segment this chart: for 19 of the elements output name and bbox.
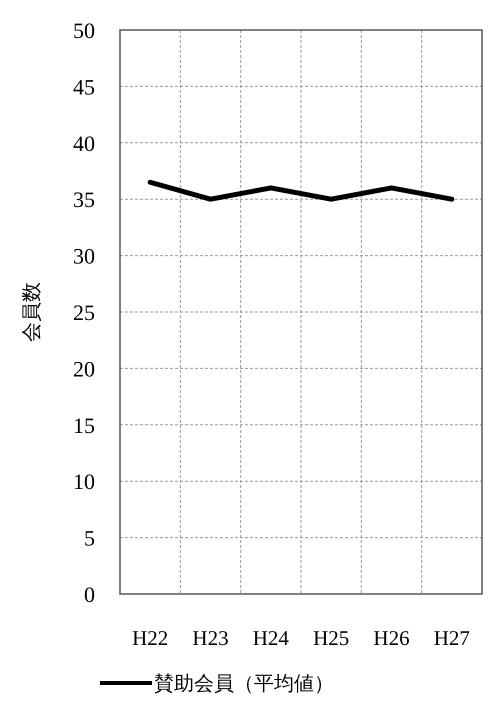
y-tick-label: 25 xyxy=(73,300,95,325)
y-tick-label: 20 xyxy=(73,356,95,382)
x-tick-label: H27 xyxy=(434,626,470,650)
y-tick-label: 10 xyxy=(73,469,95,494)
y-tick-label: 0 xyxy=(84,582,95,607)
y-tick-label: 40 xyxy=(73,130,95,156)
y-tick-label: 15 xyxy=(73,412,95,438)
x-tick-label: H25 xyxy=(313,626,350,650)
y-tick-label: 45 xyxy=(73,74,95,100)
x-tick-label: H22 xyxy=(132,626,168,650)
legend-label: 賛助会員（平均値） xyxy=(154,671,334,695)
x-tick-label: H26 xyxy=(373,626,410,650)
y-tick-label: 35 xyxy=(73,187,95,212)
y-tick-label: 50 xyxy=(73,18,95,43)
x-tick-label: H23 xyxy=(192,626,229,650)
x-tick-label: H24 xyxy=(252,626,290,650)
y-axis-title: 会員数 xyxy=(19,282,43,342)
y-tick-label: 5 xyxy=(84,526,95,551)
y-tick-label: 30 xyxy=(73,244,95,269)
